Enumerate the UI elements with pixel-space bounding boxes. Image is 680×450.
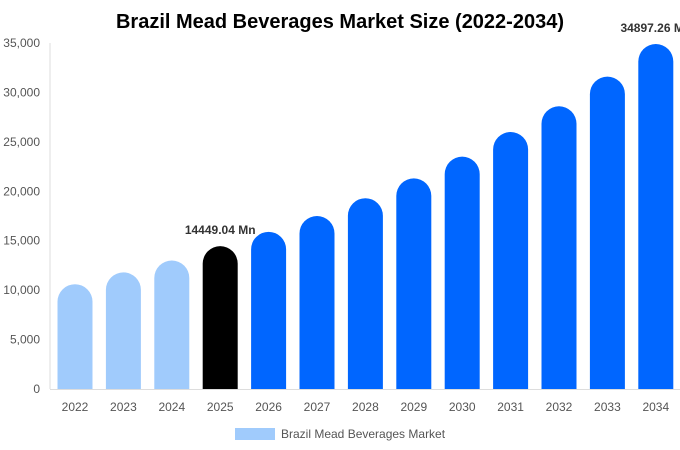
bar-2025 <box>202 246 238 389</box>
x-tick-label: 2022 <box>62 400 89 414</box>
legend-swatch <box>235 428 275 440</box>
bar-2023 <box>105 272 141 389</box>
x-tick-label: 2031 <box>497 400 524 414</box>
x-tick-label: 2027 <box>304 400 331 414</box>
x-tick-label: 2034 <box>642 400 669 414</box>
y-tick-label: 30,000 <box>3 85 40 99</box>
x-tick-label: 2026 <box>255 400 282 414</box>
data-label: 34897.26 Mn <box>620 21 680 35</box>
bar-2031 <box>493 131 529 389</box>
legend-label: Brazil Mead Beverages Market <box>281 427 446 441</box>
y-tick-label: 25,000 <box>3 135 40 149</box>
y-tick-label: 35,000 <box>3 36 40 50</box>
bar-2030 <box>444 156 480 389</box>
y-tick-label: 5,000 <box>10 333 40 347</box>
x-tick-label: 2030 <box>449 400 476 414</box>
data-label: 14449.04 Mn <box>185 223 256 237</box>
x-tick-label: 2024 <box>158 400 185 414</box>
y-tick-label: 20,000 <box>3 184 40 198</box>
x-tick-label: 2032 <box>546 400 573 414</box>
bar-2032 <box>541 106 577 390</box>
bar-2028 <box>347 198 383 389</box>
bar-2034 <box>638 44 674 390</box>
bar-2022 <box>57 284 93 389</box>
y-tick-label: 10,000 <box>3 283 40 297</box>
bar-2026 <box>251 231 287 389</box>
x-tick-label: 2023 <box>110 400 137 414</box>
chart-title: Brazil Mead Beverages Market Size (2022-… <box>116 11 564 33</box>
bar-2029 <box>396 178 432 389</box>
x-tick-label: 2033 <box>594 400 621 414</box>
y-tick-label: 15,000 <box>3 234 40 248</box>
bar-2024 <box>154 260 190 389</box>
x-tick-label: 2028 <box>352 400 379 414</box>
x-tick-label: 2025 <box>207 400 234 414</box>
bar-2027 <box>299 216 335 389</box>
legend: Brazil Mead Beverages Market <box>235 427 446 441</box>
y-tick-label: 0 <box>33 382 40 396</box>
bar-2033 <box>589 76 625 390</box>
x-tick-label: 2029 <box>400 400 427 414</box>
